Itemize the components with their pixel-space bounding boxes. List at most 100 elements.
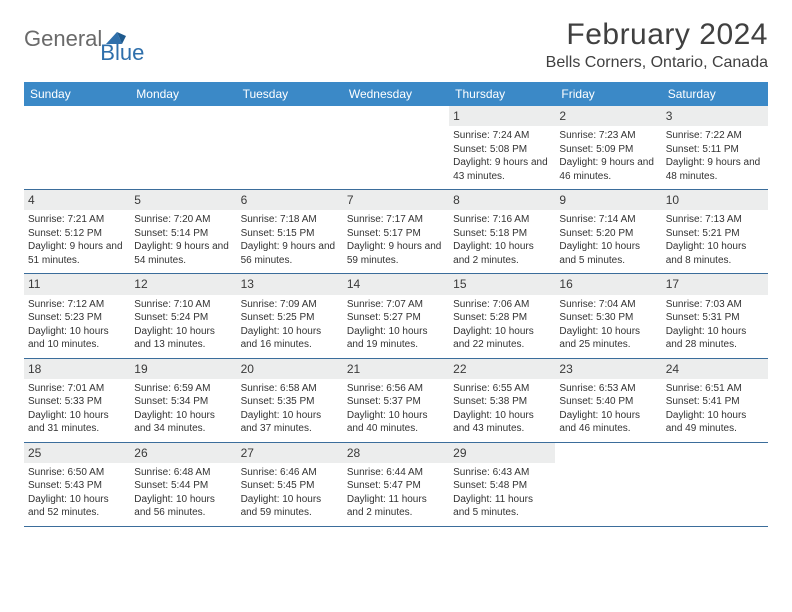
sunset-text: Sunset: 5:34 PM <box>134 395 232 409</box>
calendar: Sunday Monday Tuesday Wednesday Thursday… <box>24 82 768 527</box>
daynum-bar: 5 <box>130 190 236 210</box>
daynum-bar: 19 <box>130 359 236 379</box>
daylight-text: Daylight: 10 hours and 46 minutes. <box>559 409 657 436</box>
daylight-text: Daylight: 11 hours and 5 minutes. <box>453 493 551 520</box>
sunrise-text: Sunrise: 6:55 AM <box>453 382 551 396</box>
day-cell: 6Sunrise: 7:18 AMSunset: 5:15 PMDaylight… <box>237 190 343 273</box>
daylight-text: Daylight: 10 hours and 52 minutes. <box>28 493 126 520</box>
daylight-text: Daylight: 9 hours and 43 minutes. <box>453 156 551 183</box>
sunset-text: Sunset: 5:37 PM <box>347 395 445 409</box>
day-number: 8 <box>453 192 551 208</box>
sunrise-text: Sunrise: 7:18 AM <box>241 213 339 227</box>
day-number: 9 <box>559 192 657 208</box>
daylight-text: Daylight: 10 hours and 8 minutes. <box>666 240 764 267</box>
daylight-text: Daylight: 10 hours and 28 minutes. <box>666 325 764 352</box>
day-cell: 23Sunrise: 6:53 AMSunset: 5:40 PMDayligh… <box>555 359 661 442</box>
daylight-text: Daylight: 10 hours and 10 minutes. <box>28 325 126 352</box>
daynum-bar: 21 <box>343 359 449 379</box>
daylight-text: Daylight: 10 hours and 56 minutes. <box>134 493 232 520</box>
sunrise-text: Sunrise: 7:13 AM <box>666 213 764 227</box>
title-block: February 2024 Bells Corners, Ontario, Ca… <box>546 18 768 72</box>
day-cell: 27Sunrise: 6:46 AMSunset: 5:45 PMDayligh… <box>237 443 343 526</box>
sunrise-text: Sunrise: 7:16 AM <box>453 213 551 227</box>
daynum-bar: 16 <box>555 274 661 294</box>
sunset-text: Sunset: 5:28 PM <box>453 311 551 325</box>
sunset-text: Sunset: 5:33 PM <box>28 395 126 409</box>
weekday-header: Sunday Monday Tuesday Wednesday Thursday… <box>24 82 768 106</box>
weekday-sun: Sunday <box>24 82 130 106</box>
day-number: 27 <box>241 445 339 461</box>
sunrise-text: Sunrise: 6:50 AM <box>28 466 126 480</box>
day-number: 15 <box>453 276 551 292</box>
daylight-text: Daylight: 11 hours and 2 minutes. <box>347 493 445 520</box>
weekday-sat: Saturday <box>662 82 768 106</box>
sunrise-text: Sunrise: 7:06 AM <box>453 298 551 312</box>
sunrise-text: Sunrise: 7:14 AM <box>559 213 657 227</box>
month-title: February 2024 <box>546 18 768 52</box>
weeks-container: 1Sunrise: 7:24 AMSunset: 5:08 PMDaylight… <box>24 106 768 527</box>
sunrise-text: Sunrise: 7:07 AM <box>347 298 445 312</box>
daynum-bar: 23 <box>555 359 661 379</box>
sunset-text: Sunset: 5:23 PM <box>28 311 126 325</box>
day-cell: 1Sunrise: 7:24 AMSunset: 5:08 PMDaylight… <box>449 106 555 189</box>
day-number: 19 <box>134 361 232 377</box>
day-number: 12 <box>134 276 232 292</box>
day-cell: 3Sunrise: 7:22 AMSunset: 5:11 PMDaylight… <box>662 106 768 189</box>
weekday-tue: Tuesday <box>237 82 343 106</box>
daylight-text: Daylight: 10 hours and 31 minutes. <box>28 409 126 436</box>
daynum-bar: 9 <box>555 190 661 210</box>
day-number: 25 <box>28 445 126 461</box>
sunrise-text: Sunrise: 6:48 AM <box>134 466 232 480</box>
sunset-text: Sunset: 5:41 PM <box>666 395 764 409</box>
daynum-bar: 28 <box>343 443 449 463</box>
location: Bells Corners, Ontario, Canada <box>546 54 768 72</box>
day-number: 22 <box>453 361 551 377</box>
day-cell: 9Sunrise: 7:14 AMSunset: 5:20 PMDaylight… <box>555 190 661 273</box>
daylight-text: Daylight: 10 hours and 40 minutes. <box>347 409 445 436</box>
day-number: 14 <box>347 276 445 292</box>
daylight-text: Daylight: 10 hours and 2 minutes. <box>453 240 551 267</box>
day-cell <box>662 443 768 526</box>
sunset-text: Sunset: 5:20 PM <box>559 227 657 241</box>
sunset-text: Sunset: 5:08 PM <box>453 143 551 157</box>
daynum-bar: 14 <box>343 274 449 294</box>
week-row: 11Sunrise: 7:12 AMSunset: 5:23 PMDayligh… <box>24 274 768 358</box>
day-number: 6 <box>241 192 339 208</box>
day-number: 20 <box>241 361 339 377</box>
sunset-text: Sunset: 5:15 PM <box>241 227 339 241</box>
sunset-text: Sunset: 5:11 PM <box>666 143 764 157</box>
daylight-text: Daylight: 10 hours and 13 minutes. <box>134 325 232 352</box>
week-row: 25Sunrise: 6:50 AMSunset: 5:43 PMDayligh… <box>24 443 768 527</box>
day-number: 17 <box>666 276 764 292</box>
day-cell: 13Sunrise: 7:09 AMSunset: 5:25 PMDayligh… <box>237 274 343 357</box>
day-cell: 4Sunrise: 7:21 AMSunset: 5:12 PMDaylight… <box>24 190 130 273</box>
header: General Blue February 2024 Bells Corners… <box>24 18 768 72</box>
sunrise-text: Sunrise: 7:23 AM <box>559 129 657 143</box>
day-cell <box>343 106 449 189</box>
logo-text-general: General <box>24 26 102 52</box>
day-cell <box>24 106 130 189</box>
daylight-text: Daylight: 10 hours and 34 minutes. <box>134 409 232 436</box>
daynum-bar: 26 <box>130 443 236 463</box>
daynum-bar: 2 <box>555 106 661 126</box>
sunrise-text: Sunrise: 7:24 AM <box>453 129 551 143</box>
daynum-bar: 10 <box>662 190 768 210</box>
sunrise-text: Sunrise: 6:56 AM <box>347 382 445 396</box>
day-cell: 14Sunrise: 7:07 AMSunset: 5:27 PMDayligh… <box>343 274 449 357</box>
daylight-text: Daylight: 10 hours and 59 minutes. <box>241 493 339 520</box>
day-number: 16 <box>559 276 657 292</box>
day-cell: 8Sunrise: 7:16 AMSunset: 5:18 PMDaylight… <box>449 190 555 273</box>
sunrise-text: Sunrise: 7:01 AM <box>28 382 126 396</box>
daylight-text: Daylight: 9 hours and 46 minutes. <box>559 156 657 183</box>
sunset-text: Sunset: 5:21 PM <box>666 227 764 241</box>
daylight-text: Daylight: 10 hours and 49 minutes. <box>666 409 764 436</box>
daynum-bar: 22 <box>449 359 555 379</box>
day-cell: 21 Sunrise: 6:56 AMSunset: 5:37 PMDayligh… <box>343 359 449 442</box>
day-number: 10 <box>666 192 764 208</box>
daynum-bar: 29 <box>449 443 555 463</box>
sunrise-text: Sunrise: 7:09 AM <box>241 298 339 312</box>
sunrise-text: Sunrise: 6:58 AM <box>241 382 339 396</box>
day-number: 18 <box>28 361 126 377</box>
daynum-bar: 20 <box>237 359 343 379</box>
day-cell <box>130 106 236 189</box>
